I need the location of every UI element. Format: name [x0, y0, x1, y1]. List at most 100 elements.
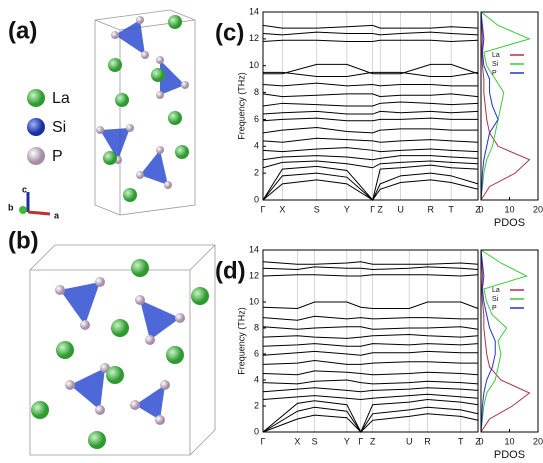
band — [263, 63, 479, 75]
x-tick-label: Γ — [370, 204, 375, 214]
band — [262, 117, 478, 122]
x-tick-label: T — [458, 436, 464, 446]
band — [262, 172, 479, 201]
band — [262, 93, 479, 98]
band — [262, 326, 479, 330]
band — [262, 333, 479, 339]
band — [262, 160, 479, 169]
x-tick-label: 20 — [533, 204, 543, 214]
axis-name: c — [22, 184, 27, 194]
band — [262, 359, 478, 365]
band — [262, 101, 479, 107]
x-tick-label: Γ — [261, 436, 266, 446]
x-tick-label: 20 — [533, 436, 543, 446]
y-axis-label: Frequency (THz) — [236, 72, 246, 140]
y-tick-label: 10 — [249, 60, 259, 70]
band — [263, 71, 479, 77]
pdos-line — [480, 11, 531, 201]
y-axis-label: Frequency (THz) — [236, 307, 246, 375]
structure-b — [29, 244, 216, 456]
band — [262, 24, 479, 29]
panel-label: (d) — [215, 257, 246, 284]
x-tick-label: R — [424, 436, 431, 446]
legend-label: La — [492, 287, 500, 294]
band — [262, 406, 479, 433]
band — [262, 31, 479, 36]
band — [262, 110, 479, 115]
x-tick-label: Z — [475, 204, 481, 214]
band — [262, 387, 479, 393]
band — [262, 164, 479, 202]
band — [262, 147, 479, 153]
y-tick-label: 2 — [254, 168, 259, 178]
y-tick-label: 12 — [249, 33, 259, 43]
band — [262, 82, 478, 87]
x-tick-label: 0 — [478, 204, 483, 214]
legend-label: P — [52, 148, 63, 165]
panel-label: (c) — [215, 19, 244, 46]
y-tick-label: 12 — [249, 270, 259, 280]
band — [262, 370, 479, 376]
x-tick-label: X — [279, 204, 285, 214]
band — [262, 393, 479, 401]
panel-label: (a) — [8, 17, 37, 44]
x-tick-label: Z — [377, 204, 383, 214]
x-tick-label: R — [427, 204, 434, 214]
charts: (c)Frequency (THz)Γ X S Y Γ Z U R T Z024681012140… — [215, 6, 543, 461]
band — [262, 137, 479, 143]
x-tick-label: Y — [344, 436, 350, 446]
y-tick-label: 4 — [254, 141, 259, 151]
y-tick-label: 10 — [249, 296, 259, 306]
x-tick-label: Z — [475, 436, 481, 446]
x-tick-label: U — [397, 204, 404, 214]
band — [262, 315, 478, 321]
x-axis-label: PDOS — [494, 217, 525, 229]
band — [262, 379, 479, 385]
band — [262, 398, 479, 434]
x-axis-label: PDOS — [494, 449, 525, 461]
band — [262, 413, 479, 433]
band — [262, 261, 479, 265]
legend-label: Si — [52, 119, 66, 136]
x-tick-label: Γ — [261, 204, 266, 214]
plot-frame — [262, 11, 479, 201]
x-tick-label: S — [314, 204, 320, 214]
x-tick-label: Y — [344, 204, 350, 214]
band — [262, 126, 478, 134]
x-tick-label: X — [294, 436, 300, 446]
band — [262, 343, 479, 347]
band — [262, 179, 479, 201]
x-tick-label: Γ — [358, 436, 363, 446]
x-tick-label: 10 — [504, 204, 514, 214]
legend-label: La — [492, 52, 500, 59]
pdos-frame — [480, 11, 539, 201]
band — [262, 155, 479, 161]
y-tick-label: 6 — [254, 348, 259, 358]
y-tick-label: 0 — [254, 194, 259, 204]
x-tick-label: 10 — [504, 436, 514, 446]
y-tick-label: 8 — [254, 322, 259, 332]
legend-label: La — [52, 90, 70, 107]
band — [262, 350, 478, 356]
legend-label: P — [492, 305, 497, 312]
x-tick-label: T — [448, 204, 454, 214]
legend: La Si P — [27, 89, 70, 165]
pdos-line — [480, 249, 496, 433]
band — [262, 266, 479, 271]
y-tick-label: 0 — [254, 426, 259, 436]
pdos-line — [480, 11, 531, 201]
y-tick-label: 4 — [254, 374, 259, 384]
axis-name: b — [8, 202, 14, 212]
panel-label: (b) — [8, 227, 39, 254]
pdos-frame — [480, 249, 539, 433]
axis-name: a — [54, 210, 60, 220]
pdos-line — [480, 249, 528, 433]
band — [262, 274, 479, 277]
y-tick-label: 6 — [254, 114, 259, 124]
plot-frame — [262, 249, 479, 433]
band — [262, 39, 479, 43]
axes-triad: c b a — [8, 184, 60, 220]
x-tick-label: S — [312, 436, 318, 446]
y-tick-label: 8 — [254, 87, 259, 97]
